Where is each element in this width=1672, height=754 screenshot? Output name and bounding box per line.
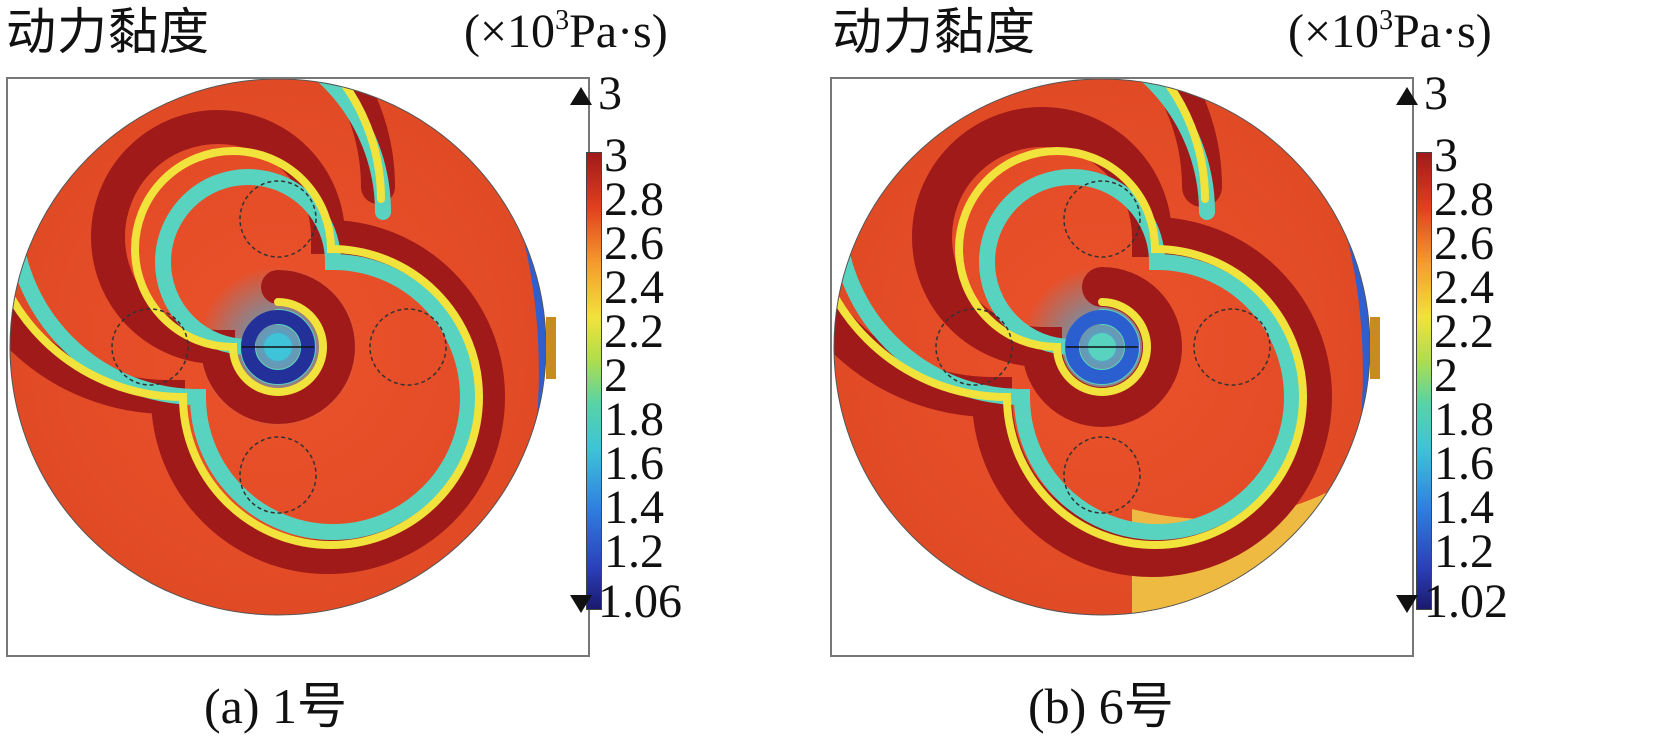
unit-prefix: (×10 [464, 5, 556, 58]
panel-caption: (a) 1号 [204, 678, 347, 734]
mixer-circle-right [369, 308, 447, 386]
spiral-band-cyan [834, 79, 1300, 540]
triangle-up-icon [1396, 87, 1418, 105]
mixer-circles [111, 180, 447, 514]
unit-exponent: 3 [555, 5, 570, 36]
unit-prefix: (×10 [1288, 5, 1380, 58]
mixer-circle-left [111, 308, 189, 386]
mixer-circles [935, 180, 1271, 514]
triangle-down-icon [1396, 595, 1418, 613]
colorbar-tick: 2.2 [1434, 305, 1494, 358]
colorbar-tick: 2.6 [604, 217, 664, 270]
plot-frame [6, 77, 590, 657]
spiral-band-cyan [10, 79, 476, 540]
colorbar [586, 152, 602, 610]
spiral-band-dark [834, 79, 1332, 577]
colorbar-tick: 1.2 [1434, 525, 1494, 578]
colorbar-tick: 1.4 [604, 481, 664, 534]
mixer-circle-bottom [1063, 436, 1141, 514]
mixer-circle-bottom [239, 436, 317, 514]
colorbar-tick: 2 [1434, 349, 1458, 402]
unit-suffix: Pa·s) [1393, 5, 1492, 58]
unit-label: (×103Pa·s) [464, 2, 668, 62]
colorbar-tick: 2.8 [1434, 173, 1494, 226]
panel-b: 动力黏度 (×103Pa·s) [826, 0, 1662, 754]
spiral-bands [10, 79, 505, 574]
colorbar-min-label: 1.02 [1396, 578, 1508, 626]
outlet-stub [546, 317, 556, 379]
outlet-stub [1370, 317, 1380, 379]
panel-title: 动力黏度 [832, 4, 1036, 60]
viscosity-contour-plot [9, 79, 556, 616]
colorbar-tick: 1.6 [604, 437, 664, 490]
unit-label: (×103Pa·s) [1288, 2, 1492, 62]
colorbar-tick: 1.8 [604, 393, 664, 446]
viscosity-contour-plot [833, 79, 1380, 616]
colorbar-tick: 2.4 [1434, 261, 1494, 314]
colorbar-tick: 2 [604, 349, 628, 402]
colorbar-tick: 3 [604, 129, 628, 182]
spiral-bands [834, 79, 1332, 577]
panel-a: 动力黏度 (×103Pa·s) [6, 2, 682, 734]
spiral-band-dark [10, 79, 505, 574]
colorbar-max-label: 3 [1396, 70, 1448, 118]
colorbar-tick: 2.8 [604, 173, 664, 226]
mixer-circle-top [1063, 180, 1141, 258]
colorbar-tick: 2.6 [1434, 217, 1494, 270]
spiral-band-yellow [10, 79, 483, 549]
panel-caption: (b) 6号 [1028, 678, 1174, 734]
colorbar-tick: 1.2 [604, 525, 664, 578]
mixer-circle-top [239, 180, 317, 258]
colorbar-max-label: 3 [570, 70, 622, 118]
plot-frame [830, 77, 1414, 657]
mixer-circle-right [1193, 308, 1271, 386]
mixer-circle-left [935, 308, 1013, 386]
triangle-up-icon [570, 87, 592, 105]
unit-suffix: Pa·s) [569, 5, 668, 58]
colorbar-tick: 1.8 [1434, 393, 1494, 446]
colorbar-tick: 1.4 [1434, 481, 1494, 534]
unit-exponent: 3 [1379, 5, 1394, 36]
colorbar-tick: 2.2 [604, 305, 664, 358]
colorbar-tick: 2.4 [604, 261, 664, 314]
colorbar [1416, 152, 1432, 610]
panel-title: 动力黏度 [6, 4, 210, 60]
colorbar-min-label: 1.06 [570, 578, 682, 626]
spiral-band-yellow [834, 79, 1307, 549]
triangle-down-icon [570, 595, 592, 613]
colorbar-tick: 1.6 [1434, 437, 1494, 490]
colorbar-tick: 3 [1434, 129, 1458, 182]
